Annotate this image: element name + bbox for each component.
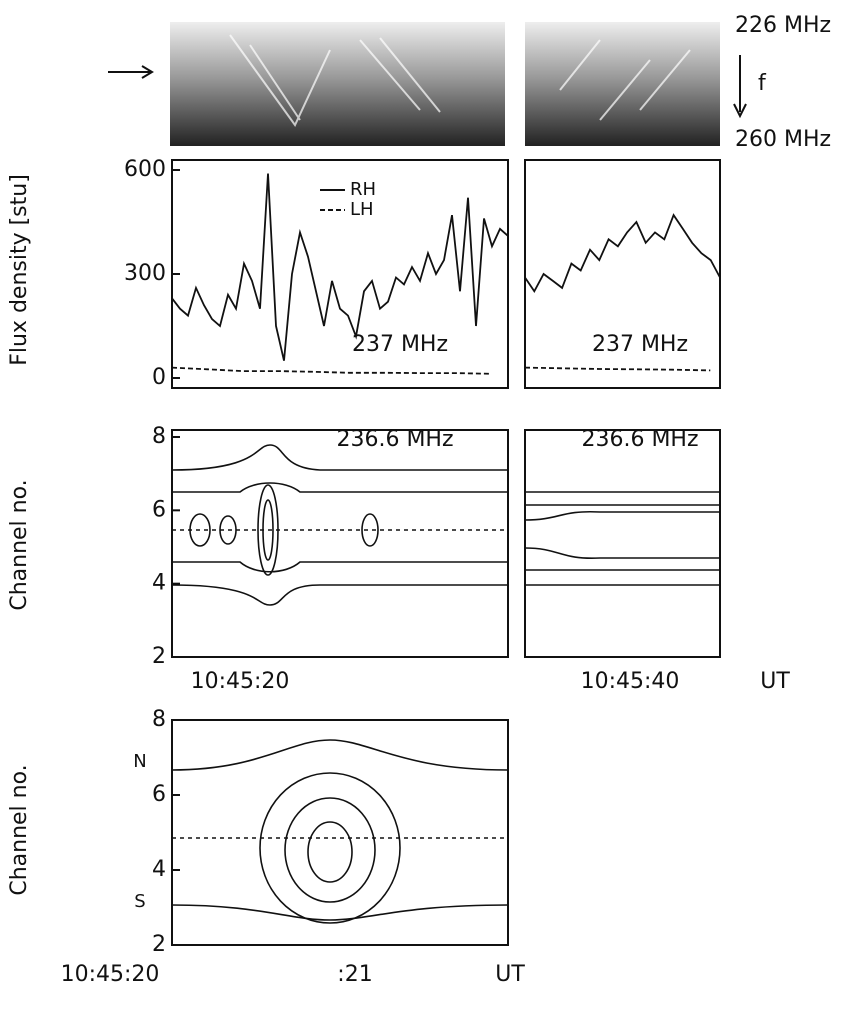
y-axis-label: Flux density [stu] (7, 174, 32, 366)
arrow-head (141, 65, 154, 79)
x-axis-label: UT (760, 669, 790, 694)
y-tick-label: 600 (124, 157, 166, 182)
panel-frame (171, 429, 509, 658)
contour (307, 821, 353, 883)
contour (171, 739, 509, 771)
y-tick-label: 8 (152, 707, 166, 732)
y-axis-label: Channel no. (7, 764, 32, 895)
series-line (171, 366, 492, 375)
freq-axis-label: f (758, 71, 767, 96)
panel-label: 237 MHz (352, 332, 448, 357)
contour (361, 513, 379, 547)
panel-frame (524, 429, 721, 658)
x-tick-label: 10:45:20 (191, 669, 290, 694)
x-tick-label: 10:45:20 (61, 962, 160, 987)
contour (171, 444, 508, 471)
contours (171, 444, 720, 924)
panel-frame (171, 719, 509, 946)
y-tick-label: 8 (152, 424, 166, 449)
south-label: S (134, 891, 145, 912)
legend-label: RH (350, 179, 376, 200)
freq-top: 226 MHz (735, 13, 831, 38)
y-tick-label: 4 (152, 571, 166, 596)
contour (172, 482, 508, 493)
y-tick-label: 6 (152, 497, 166, 522)
spectrogram: 226 MHz f 260 MHz (108, 13, 831, 152)
y-axis-label: Channel no. (7, 479, 32, 610)
contour (171, 584, 508, 606)
series-line (524, 366, 711, 372)
series-line (524, 213, 721, 294)
burst-stripes (229, 34, 691, 127)
contour (172, 561, 508, 573)
contour (284, 797, 376, 903)
spectrogram-right (525, 22, 720, 146)
freq-arrow-head (733, 103, 747, 119)
panel-frame (524, 159, 721, 389)
panel-label: 236.6 MHz (581, 427, 698, 452)
y-tick-label: 6 (152, 782, 166, 807)
y-tick-label: 2 (152, 644, 166, 669)
series-line (171, 173, 509, 361)
x-axis-label: UT (495, 962, 525, 987)
x-tick-label: 10:45:40 (581, 669, 680, 694)
panel-label: 237 MHz (592, 332, 688, 357)
contour (259, 772, 401, 924)
north-label: N (133, 751, 146, 772)
x-tick-label: :21 (337, 962, 372, 987)
contour (524, 491, 720, 586)
contour (171, 904, 509, 921)
spectrogram-left (170, 22, 505, 146)
panel-label: 236.6 MHz (336, 427, 453, 452)
freq-bottom: 260 MHz (735, 127, 831, 152)
y-tick-label: 300 (124, 261, 166, 286)
y-tick-label: 0 (152, 365, 166, 390)
y-tick-label: 2 (152, 932, 166, 957)
y-tick-label: 4 (152, 857, 166, 882)
legend-label: LH (350, 199, 374, 220)
